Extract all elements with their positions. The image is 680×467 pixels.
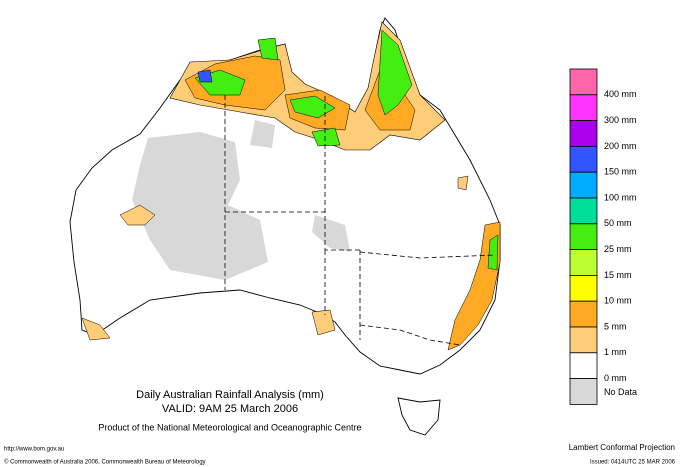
legend-swatch [569,145,598,173]
state-borders [224,95,496,346]
legend-swatch [569,352,598,379]
projection: Lambert Conformal Projection [569,443,675,452]
map-title: Daily Australian Rainfall Analysis (mm) [136,389,324,401]
legend-swatch [569,68,598,96]
legend-label: 25 mm [604,244,632,254]
legend-label: 200 mm [604,141,637,151]
legend-label: 150 mm [604,167,637,177]
legend-label: 100 mm [604,192,637,202]
url: http://www.bom.gov.au [4,447,64,453]
legend: 400 mm 300 mm 200 mm 150 mm 100 mm 50 mm 25 mm… [569,68,637,405]
issued: Issued: 0414UTC 25 MAR 2006 [590,460,676,466]
legend-swatch [569,300,598,328]
legend-swatch [569,326,598,354]
legend-label: 1 mm [604,347,627,357]
copyright: © Commonwealth of Australia 2006, Common… [4,459,206,466]
tasmania [397,397,441,436]
no-data-area [132,120,350,280]
product-line: Product of the National Meteorological a… [98,422,361,432]
legend-swatch [569,94,598,122]
legend-swatch [569,378,598,405]
legend-label: 300 mm [604,115,637,125]
legend-label: 50 mm [604,218,632,228]
legend-label: 15 mm [604,270,632,280]
legend-label: 10 mm [604,296,632,306]
legend-swatch [569,197,598,225]
legend-label: No Data [604,387,637,397]
legend-swatch [569,274,598,302]
legend-swatch [569,223,598,251]
legend-swatch [569,249,598,276]
legend-swatch [569,171,598,199]
valid-time: VALID: 9AM 25 March 2006 [162,403,298,415]
legend-label: 400 mm [604,89,637,99]
legend-label: 0 mm [604,373,627,383]
legend-label: 5 mm [604,321,627,331]
rainfall-areas [81,21,501,351]
legend-swatch [569,120,598,147]
